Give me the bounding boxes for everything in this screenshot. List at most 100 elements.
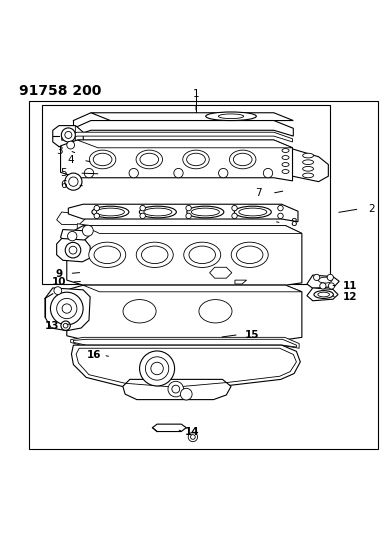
Polygon shape bbox=[235, 280, 247, 284]
Ellipse shape bbox=[282, 163, 289, 166]
Polygon shape bbox=[77, 224, 103, 238]
Circle shape bbox=[54, 287, 62, 295]
Circle shape bbox=[320, 283, 326, 289]
Ellipse shape bbox=[218, 114, 244, 119]
Ellipse shape bbox=[140, 153, 159, 166]
Circle shape bbox=[61, 321, 70, 330]
Ellipse shape bbox=[187, 206, 224, 218]
Ellipse shape bbox=[318, 292, 330, 297]
Text: 5: 5 bbox=[60, 168, 67, 178]
Circle shape bbox=[67, 141, 74, 149]
Polygon shape bbox=[91, 113, 293, 120]
Ellipse shape bbox=[140, 206, 176, 218]
Circle shape bbox=[174, 168, 183, 178]
Text: 11: 11 bbox=[343, 281, 357, 291]
Polygon shape bbox=[307, 275, 339, 288]
Text: 14: 14 bbox=[185, 427, 200, 437]
Circle shape bbox=[65, 173, 82, 190]
Ellipse shape bbox=[93, 153, 112, 166]
Ellipse shape bbox=[282, 149, 289, 152]
Circle shape bbox=[63, 324, 68, 328]
Polygon shape bbox=[152, 424, 186, 432]
Ellipse shape bbox=[199, 300, 232, 323]
Circle shape bbox=[94, 205, 100, 211]
Circle shape bbox=[82, 225, 93, 236]
Polygon shape bbox=[73, 120, 293, 136]
Ellipse shape bbox=[234, 206, 271, 218]
Circle shape bbox=[129, 168, 138, 178]
Polygon shape bbox=[307, 288, 338, 301]
Circle shape bbox=[145, 357, 169, 380]
Polygon shape bbox=[68, 204, 298, 222]
Polygon shape bbox=[45, 288, 90, 330]
Circle shape bbox=[232, 205, 237, 211]
Polygon shape bbox=[210, 267, 232, 278]
Ellipse shape bbox=[282, 169, 289, 173]
Circle shape bbox=[328, 283, 334, 289]
Polygon shape bbox=[67, 285, 302, 340]
Text: 15: 15 bbox=[245, 329, 260, 340]
Ellipse shape bbox=[183, 150, 209, 169]
Circle shape bbox=[140, 205, 145, 211]
Polygon shape bbox=[83, 285, 302, 292]
Bar bbox=[42, 105, 330, 284]
Polygon shape bbox=[60, 140, 292, 181]
Ellipse shape bbox=[96, 208, 124, 216]
Circle shape bbox=[140, 213, 145, 219]
Text: 16: 16 bbox=[87, 350, 101, 360]
Text: 4: 4 bbox=[67, 155, 74, 165]
Ellipse shape bbox=[314, 290, 333, 298]
Polygon shape bbox=[53, 126, 83, 150]
Polygon shape bbox=[62, 132, 292, 142]
Ellipse shape bbox=[94, 246, 120, 264]
Circle shape bbox=[94, 213, 100, 219]
Polygon shape bbox=[77, 140, 292, 148]
Text: 91758 200: 91758 200 bbox=[19, 84, 101, 98]
Circle shape bbox=[61, 128, 75, 142]
Bar bbox=[29, 101, 378, 449]
Circle shape bbox=[191, 434, 195, 439]
Circle shape bbox=[278, 205, 283, 211]
Ellipse shape bbox=[191, 208, 220, 216]
Circle shape bbox=[232, 213, 237, 219]
Circle shape bbox=[84, 168, 94, 178]
Circle shape bbox=[65, 243, 81, 258]
Circle shape bbox=[69, 246, 77, 254]
Polygon shape bbox=[57, 212, 85, 224]
Polygon shape bbox=[60, 230, 89, 243]
Ellipse shape bbox=[282, 156, 289, 159]
Ellipse shape bbox=[303, 173, 314, 178]
Ellipse shape bbox=[231, 242, 268, 268]
Text: 10: 10 bbox=[52, 277, 66, 287]
Ellipse shape bbox=[123, 300, 156, 323]
Ellipse shape bbox=[136, 242, 173, 268]
Polygon shape bbox=[57, 238, 90, 262]
Circle shape bbox=[172, 385, 180, 393]
Polygon shape bbox=[71, 337, 299, 348]
Polygon shape bbox=[123, 379, 231, 400]
Circle shape bbox=[278, 213, 283, 219]
Circle shape bbox=[188, 432, 198, 442]
Circle shape bbox=[62, 304, 71, 313]
Text: 3: 3 bbox=[56, 146, 62, 156]
Circle shape bbox=[263, 168, 273, 178]
Circle shape bbox=[314, 274, 320, 280]
Text: 6: 6 bbox=[60, 180, 67, 190]
Circle shape bbox=[51, 292, 83, 325]
Ellipse shape bbox=[89, 150, 116, 169]
Ellipse shape bbox=[92, 206, 129, 218]
Polygon shape bbox=[75, 126, 83, 146]
Ellipse shape bbox=[144, 208, 172, 216]
Text: 7: 7 bbox=[255, 188, 261, 198]
Polygon shape bbox=[83, 225, 302, 233]
Ellipse shape bbox=[303, 166, 314, 171]
Polygon shape bbox=[67, 225, 302, 285]
Circle shape bbox=[67, 231, 77, 241]
Text: 12: 12 bbox=[343, 292, 357, 302]
Ellipse shape bbox=[136, 150, 163, 169]
Ellipse shape bbox=[206, 112, 256, 120]
Circle shape bbox=[151, 362, 163, 375]
Circle shape bbox=[219, 168, 228, 178]
Polygon shape bbox=[77, 236, 91, 243]
Ellipse shape bbox=[239, 208, 267, 216]
